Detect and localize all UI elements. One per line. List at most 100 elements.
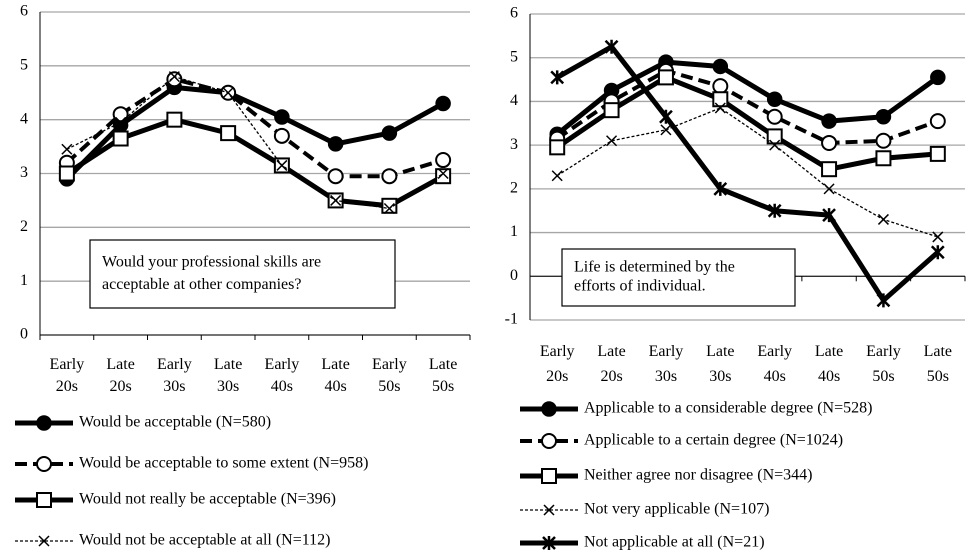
marker	[541, 468, 557, 484]
marker	[381, 197, 398, 214]
marker	[274, 109, 290, 125]
marker	[712, 78, 729, 95]
annotation: acceptable at other companies?	[102, 276, 301, 293]
x-tick-label: Late 20s	[106, 356, 134, 395]
legend-label: Would not really be acceptable (N=396)	[79, 491, 336, 508]
x-tick-label: Late 30s	[706, 343, 734, 385]
marker	[603, 102, 620, 119]
series-line	[555, 44, 940, 303]
x-tick-label: Early 50s	[372, 356, 407, 395]
marker	[766, 108, 783, 125]
marker	[657, 69, 674, 86]
marker	[767, 203, 782, 218]
x-tick-label: Early 20s	[50, 356, 85, 395]
marker	[929, 145, 946, 162]
marker	[929, 113, 946, 130]
marker	[166, 111, 183, 128]
marker	[766, 91, 783, 107]
legend-label: Applicable to a certain degree (N=1024)	[584, 432, 843, 449]
y-tick-label: 6	[20, 3, 28, 20]
marker	[115, 116, 127, 128]
marker	[712, 91, 729, 108]
marker	[875, 150, 892, 167]
marker	[821, 161, 838, 178]
legend-label: Not applicable at all (N=21)	[584, 534, 765, 551]
series-line	[65, 84, 445, 181]
marker	[713, 181, 728, 196]
y-tick-label: -1	[505, 311, 518, 328]
y-tick-label: 1	[510, 223, 518, 240]
series-line	[556, 68, 939, 145]
marker	[550, 70, 565, 85]
y-tick-label: 5	[510, 48, 518, 65]
annotation: Life is determined by the	[574, 259, 735, 276]
marker	[542, 536, 556, 550]
marker	[112, 106, 129, 123]
marker	[58, 165, 75, 182]
marker	[383, 202, 395, 215]
marker	[381, 125, 398, 141]
x-tick-label: Early 30s	[649, 343, 684, 385]
y-tick-label: 0	[20, 326, 28, 343]
marker	[36, 492, 52, 508]
legend-label: Would be acceptable (N=580)	[79, 414, 271, 431]
marker	[38, 535, 50, 547]
marker	[330, 194, 342, 206]
annotation-box	[561, 248, 796, 307]
marker	[543, 504, 555, 516]
marker	[327, 168, 344, 185]
marker	[435, 95, 451, 112]
marker	[541, 433, 557, 449]
y-tick-label: 6	[510, 5, 518, 22]
x-tick-label: Early 40s	[757, 343, 792, 385]
x-tick-label: Late 40s	[321, 356, 349, 395]
marker	[435, 168, 452, 185]
series-line	[66, 75, 444, 210]
marker	[660, 124, 672, 136]
y-tick-label: 4	[20, 110, 28, 127]
marker	[276, 159, 288, 171]
legend-label: Not very applicable (N=107)	[584, 501, 769, 518]
x-tick-label: Early 50s	[866, 343, 901, 385]
legend-label: Applicable to a considerable degree (N=5…	[584, 400, 872, 417]
marker	[327, 136, 344, 152]
marker	[876, 293, 891, 308]
marker	[712, 58, 729, 75]
marker	[549, 139, 566, 156]
y-tick-label: 3	[20, 164, 28, 181]
series-line	[65, 77, 444, 179]
annotation: efforts of individual.	[574, 278, 706, 295]
marker	[714, 102, 726, 114]
marker	[822, 208, 836, 223]
x-tick-label: Early 40s	[265, 356, 300, 395]
marker	[877, 213, 889, 225]
x-tick-label: Late 20s	[597, 343, 625, 385]
marker	[823, 183, 835, 195]
x-tick-label: Late 50s	[924, 343, 952, 385]
marker	[932, 231, 944, 243]
legend-label: Neither agree nor disagree (N=344)	[584, 467, 812, 484]
marker	[381, 168, 398, 185]
y-tick-label: 0	[510, 267, 518, 284]
series-line	[65, 117, 445, 209]
y-tick-label: 2	[510, 180, 518, 197]
marker	[112, 130, 129, 147]
x-tick-label: Late 30s	[214, 356, 242, 395]
marker	[437, 167, 449, 180]
marker	[821, 113, 837, 129]
marker	[541, 401, 557, 417]
x-tick-label: Late 50s	[429, 356, 457, 395]
marker	[222, 87, 234, 99]
marker	[821, 134, 838, 151]
legend-label: Would not be acceptable at all (N=112)	[79, 532, 331, 549]
y-tick-label: 4	[510, 92, 518, 109]
marker	[166, 71, 183, 88]
series-line	[556, 107, 939, 238]
annotation-box	[89, 239, 396, 309]
marker	[930, 69, 946, 86]
marker	[769, 139, 781, 151]
marker	[435, 152, 452, 169]
series-line	[555, 59, 940, 137]
y-tick-label: 1	[20, 272, 28, 289]
